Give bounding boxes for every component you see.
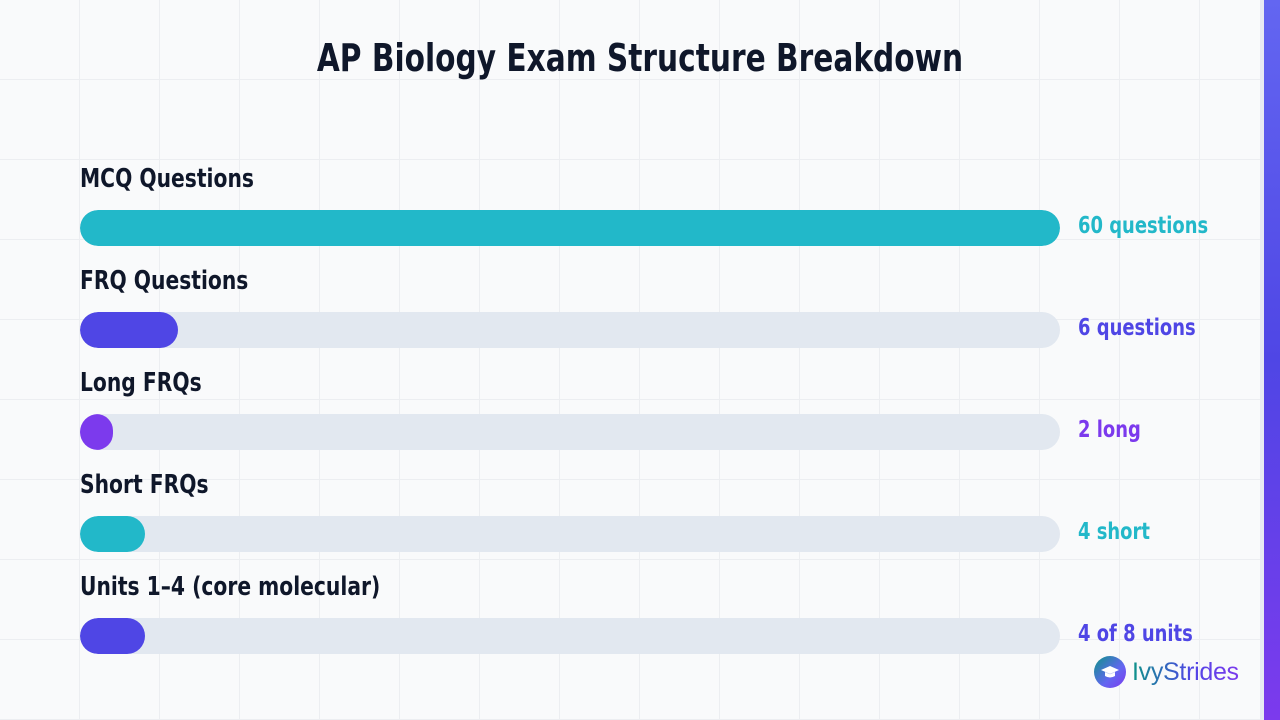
bar-row: MCQ Questions 60 questions — [80, 164, 1260, 254]
bar-value-label: 2 long — [1078, 417, 1141, 443]
bar-row: FRQ Questions 6 questions — [80, 266, 1260, 356]
bar-category-label: MCQ Questions — [80, 164, 254, 194]
bar-value-label: 60 questions — [1078, 213, 1209, 239]
bar-track — [80, 210, 1060, 246]
accent-edge-bar — [1260, 0, 1280, 720]
bar-fill — [80, 618, 146, 654]
bar-category-label: FRQ Questions — [80, 266, 249, 296]
chart-title: AP Biology Exam Structure Breakdown — [316, 36, 964, 80]
brand-logo: IvyStrides — [1094, 656, 1239, 688]
bar-track — [80, 618, 1060, 654]
bar-row: Long FRQs 2 long — [80, 368, 1260, 458]
bar-value-label: 4 short — [1078, 519, 1150, 545]
brand-name: IvyStrides — [1132, 657, 1239, 686]
bar-fill — [80, 414, 113, 450]
bar-value-label: 4 of 8 units — [1078, 621, 1193, 647]
bar-row: Units 1–4 (core molecular) 4 of 8 units — [80, 572, 1260, 662]
bar-value-label: 6 questions — [1078, 315, 1196, 341]
bar-category-label: Long FRQs — [80, 368, 202, 398]
graduation-cap-icon — [1094, 656, 1126, 688]
bar-category-label: Short FRQs — [80, 470, 209, 500]
bar-category-label: Units 1–4 (core molecular) — [80, 572, 381, 602]
bar-row: Short FRQs 4 short — [80, 470, 1260, 560]
bar-fill — [80, 312, 178, 348]
bar-track — [80, 516, 1060, 552]
bar-fill — [80, 516, 146, 552]
bar-fill — [80, 210, 1060, 246]
bar-track — [80, 312, 1060, 348]
bar-track — [80, 414, 1060, 450]
